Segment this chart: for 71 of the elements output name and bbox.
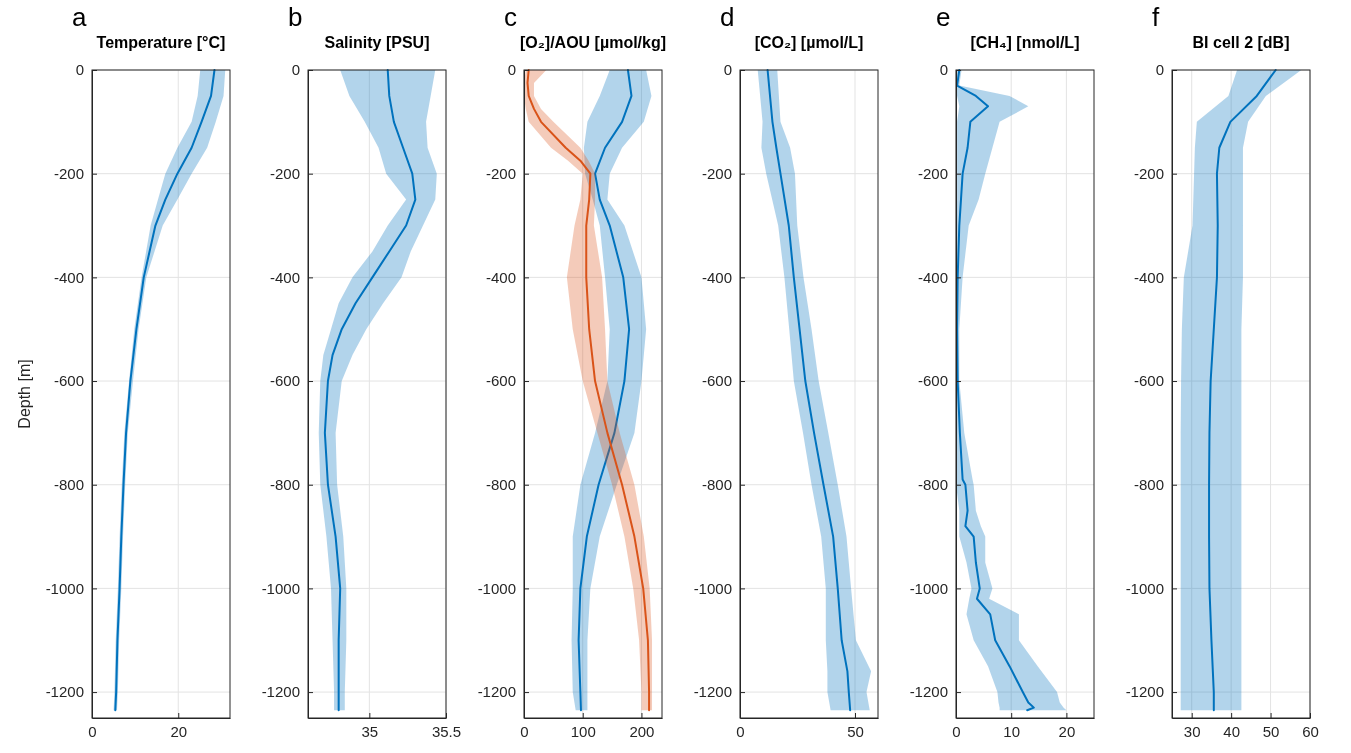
y-tick-label: 0 [291, 61, 300, 79]
y-tick-label: -1000 [261, 579, 300, 597]
x-tick-label: 100 [570, 722, 596, 740]
y-tick-label: -400 [53, 268, 84, 286]
y-axis-title: Depth [m] [16, 359, 33, 429]
y-tick-label: -600 [485, 372, 516, 390]
y-tick-label: -200 [1133, 164, 1164, 182]
y-tick-label: -1200 [1125, 683, 1164, 701]
y-tick-label: -1000 [693, 579, 732, 597]
y-tick-label: -800 [53, 476, 84, 494]
y-tick-label: 0 [75, 61, 84, 79]
y-tick-label: -800 [485, 476, 516, 494]
y-tick-label: 0 [939, 61, 948, 79]
x-tick-label: 0 [952, 722, 961, 740]
y-tick-label: -200 [269, 164, 300, 182]
text: a [72, 2, 87, 32]
y-tick-label: -1200 [45, 683, 84, 701]
y-tick-label: -1200 [477, 683, 516, 701]
chart-title: [CH₄] [nmol/L] [970, 34, 1080, 51]
y-tick-label: -800 [1133, 476, 1164, 494]
x-tick-label: 20 [1058, 722, 1076, 740]
y-tick-label: -600 [1133, 372, 1164, 390]
y-tick-label: -200 [485, 164, 516, 182]
y-tick-label: -800 [269, 476, 300, 494]
y-tick-label: -600 [269, 372, 300, 390]
y-tick-label: -400 [1133, 268, 1164, 286]
y-tick-label: -600 [53, 372, 84, 390]
text: f [1152, 2, 1160, 32]
y-tick-label: -1200 [261, 683, 300, 701]
x-tick-label: 0 [520, 722, 529, 740]
text: b [288, 2, 303, 32]
y-tick-label: -1000 [45, 579, 84, 597]
x-tick-label: 35 [361, 722, 379, 740]
x-tick-label: 40 [1223, 722, 1240, 740]
chart-title: BI cell 2 [dB] [1192, 34, 1290, 51]
x-tick-label: 0 [736, 722, 745, 740]
y-tick-label: -200 [53, 164, 84, 182]
y-tick-label: -400 [917, 268, 948, 286]
y-tick-label: -600 [917, 372, 948, 390]
x-tick-label: 10 [1003, 722, 1021, 740]
y-tick-label: -800 [701, 476, 732, 494]
y-tick-label: -1200 [693, 683, 732, 701]
y-tick-label: -1200 [909, 683, 948, 701]
y-tick-label: -800 [917, 476, 948, 494]
y-tick-label: 0 [1155, 61, 1164, 79]
x-tick-label: 50 [1262, 722, 1280, 740]
y-tick-label: -1000 [909, 579, 948, 597]
text: d [720, 2, 735, 32]
text: c [504, 2, 517, 32]
y-tick-label: -1000 [1125, 579, 1164, 597]
x-tick-label: 0 [88, 722, 97, 740]
chart-title: [O₂]/AOU [µmol/kg] [519, 34, 667, 51]
y-tick-label: -600 [701, 372, 732, 390]
text: e [936, 2, 951, 32]
x-tick-label: 30 [1183, 722, 1201, 740]
x-tick-label: 35.5 [431, 722, 462, 740]
y-tick-label: -1000 [477, 579, 516, 597]
y-tick-label: 0 [507, 61, 516, 79]
y-tick-label: -400 [269, 268, 300, 286]
y-tick-label: -400 [701, 268, 732, 286]
chart-title: [CO₂] [µmol/L] [754, 34, 864, 51]
chart-title: Temperature [°C] [96, 34, 226, 51]
chart-title: Salinity [PSU] [324, 34, 430, 51]
x-tick-label: 60 [1302, 722, 1319, 740]
x-tick-label: 50 [847, 722, 864, 740]
y-tick-label: -400 [485, 268, 516, 286]
y-tick-label: -200 [917, 164, 948, 182]
y-tick-label: -200 [701, 164, 732, 182]
y-tick-label: 0 [723, 61, 732, 79]
x-tick-label: 20 [170, 722, 188, 740]
x-tick-label: 200 [629, 722, 655, 740]
